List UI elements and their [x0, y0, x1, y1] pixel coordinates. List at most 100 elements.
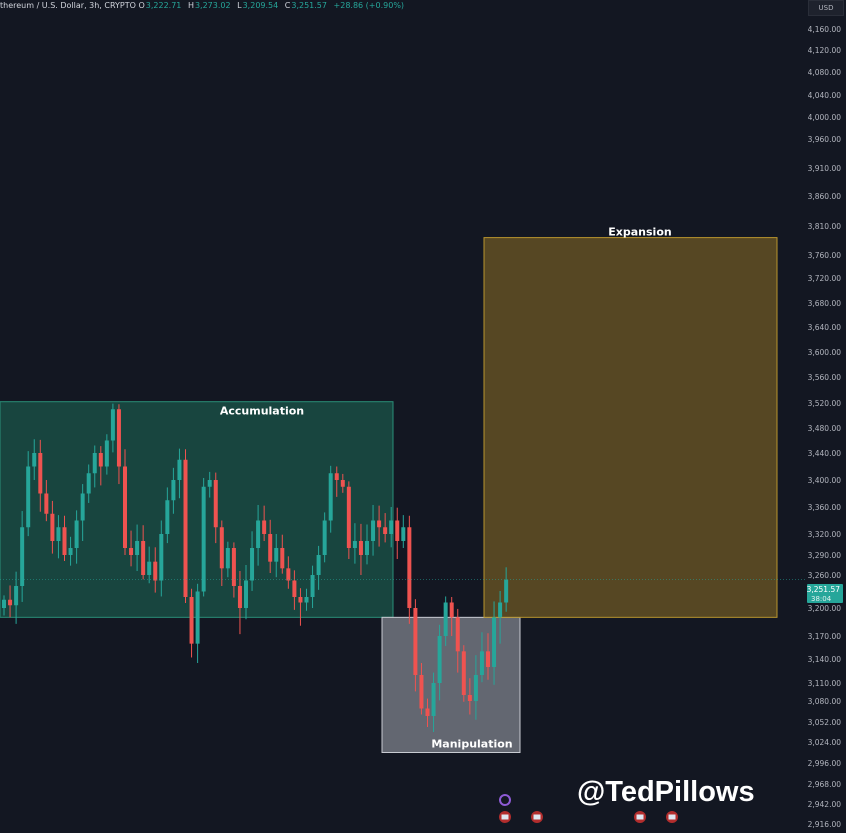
- y-tick-label: 3,200.00: [808, 604, 842, 613]
- y-tick-label: 3,600.00: [808, 348, 842, 357]
- candle-body: [74, 520, 79, 548]
- event-icon[interactable]: [499, 794, 511, 806]
- candle-body: [286, 568, 291, 581]
- y-tick-label: 4,040.00: [808, 91, 842, 100]
- candle-body: [498, 602, 503, 618]
- candle-body: [32, 453, 37, 467]
- candle-body: [407, 527, 412, 608]
- symbol-header: thereum / U.S. Dollar, 3h, CRYPTO O3,222…: [0, 1, 408, 10]
- candle-body: [159, 534, 164, 581]
- accumulation-zone-label: Accumulation: [220, 405, 304, 418]
- y-tick-label: 3,320.00: [808, 530, 842, 539]
- candle-body: [44, 493, 49, 514]
- candle-body: [147, 561, 152, 575]
- candle-body: [419, 675, 424, 709]
- currency-button[interactable]: USD: [808, 0, 844, 16]
- y-tick-label: 3,440.00: [808, 449, 842, 458]
- y-tick-label: 3,860.00: [808, 192, 842, 201]
- candle-body: [504, 579, 509, 603]
- y-tick-label: 2,968.00: [808, 780, 842, 789]
- candle-body: [237, 586, 242, 608]
- us-flag-icon: [501, 814, 509, 820]
- candle-body: [195, 591, 200, 644]
- candle-body: [213, 480, 218, 528]
- candle-body: [104, 440, 109, 467]
- candle-body: [346, 486, 351, 548]
- close-value: 3,251.57: [291, 1, 327, 10]
- y-tick-label: 3,080.00: [808, 697, 842, 706]
- change-value: +28.86 (+0.90%): [333, 1, 405, 10]
- candle-body: [50, 513, 55, 541]
- candle-body: [8, 599, 13, 606]
- expansion-zone-label: Expansion: [608, 226, 671, 239]
- open-value: 3,222.71: [145, 1, 182, 10]
- candle-body: [62, 527, 67, 555]
- candle-body: [183, 459, 188, 597]
- y-tick-label: 3,520.00: [808, 399, 842, 408]
- y-tick-label: 3,290.00: [808, 551, 842, 560]
- low-value: 3,209.54: [242, 1, 279, 10]
- candle-body: [389, 520, 394, 534]
- y-tick-label: 4,080.00: [808, 68, 842, 77]
- us-flag-icon: [533, 814, 541, 820]
- candle-body: [383, 527, 388, 534]
- candle-body: [129, 548, 134, 555]
- y-tick-label: 3,400.00: [808, 476, 842, 485]
- candle-body: [250, 548, 255, 581]
- candle-body: [352, 541, 357, 548]
- candle-body: [135, 541, 140, 555]
- y-tick-label: 3,480.00: [808, 424, 842, 433]
- candle-body: [177, 459, 182, 480]
- close-label: C: [284, 1, 291, 10]
- y-tick-label: 3,640.00: [808, 323, 842, 332]
- y-tick-label: 3,260.00: [808, 571, 842, 580]
- high-value: 3,273.02: [194, 1, 231, 10]
- candle-body: [479, 651, 484, 675]
- y-tick-label: 3,170.00: [808, 632, 842, 641]
- y-tick-label: 3,024.00: [808, 738, 842, 747]
- candle-body: [20, 527, 25, 586]
- y-tick-label: 3,052.00: [808, 718, 842, 727]
- manipulation-zone-label: Manipulation: [431, 738, 512, 751]
- candle-body: [244, 580, 248, 608]
- low-label: L: [237, 1, 242, 10]
- y-tick-label: 3,810.00: [808, 222, 842, 231]
- candle-body: [473, 675, 478, 701]
- candle-body: [365, 541, 369, 555]
- candle-body: [225, 548, 230, 569]
- accumulation-zone[interactable]: [0, 401, 394, 618]
- y-tick-label: 4,160.00: [808, 25, 842, 34]
- candle-body: [123, 466, 127, 548]
- candle-body: [298, 597, 303, 603]
- candle-body: [98, 453, 103, 467]
- candle-body: [280, 548, 285, 569]
- candle-body: [316, 555, 321, 575]
- expansion-zone[interactable]: [483, 237, 778, 618]
- candle-body: [14, 586, 19, 606]
- y-tick-label: 2,916.00: [808, 820, 842, 829]
- candle-body: [371, 520, 376, 541]
- high-label: H: [187, 1, 194, 10]
- candle-body: [165, 500, 170, 534]
- y-tick-label: 3,560.00: [808, 373, 842, 382]
- symbol-title: thereum / U.S. Dollar, 3h, CRYPTO: [0, 1, 136, 10]
- y-tick-label: 4,120.00: [808, 46, 842, 55]
- candle-body: [425, 708, 430, 716]
- candle-body: [492, 617, 497, 667]
- watermark: @TedPillows: [577, 776, 755, 808]
- candle-body: [443, 602, 448, 636]
- candle-body: [461, 651, 466, 695]
- candle-body: [219, 527, 224, 569]
- candle-body: [92, 453, 97, 474]
- candle-body: [358, 541, 363, 555]
- candle-body: [401, 527, 406, 541]
- y-tick-label: 3,360.00: [808, 503, 842, 512]
- candle-body: [395, 520, 400, 541]
- candle-body: [86, 473, 91, 494]
- candle-body: [171, 480, 176, 501]
- candle-body: [189, 597, 194, 644]
- candle-body: [437, 636, 442, 683]
- manipulation-zone[interactable]: [381, 616, 521, 753]
- y-tick-label: 3,680.00: [808, 299, 842, 308]
